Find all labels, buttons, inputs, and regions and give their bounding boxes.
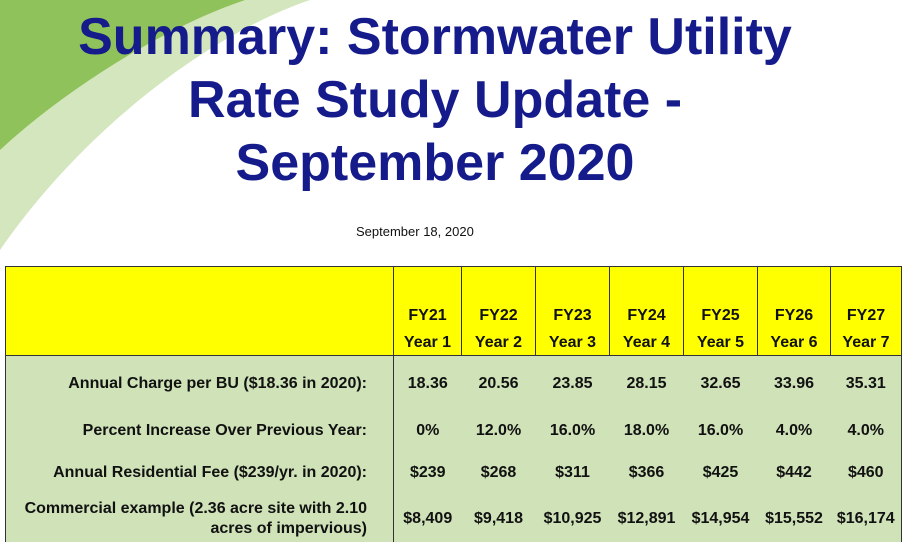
header-row-year: Year 1 Year 2 Year 3 Year 4 Year 5 Year … xyxy=(5,331,902,356)
table-cell: $15,552 xyxy=(757,495,831,542)
table-cell: 28.15 xyxy=(609,355,684,412)
col-fy21: FY21 xyxy=(393,266,462,331)
col-year-6: Year 6 xyxy=(757,331,831,356)
rate-summary-table: FY21 FY22 FY23 FY24 FY25 FY26 FY27 Year … xyxy=(5,266,902,542)
table-cell: $366 xyxy=(609,449,684,496)
col-fy27: FY27 xyxy=(830,266,902,331)
col-year-3: Year 3 xyxy=(535,331,610,356)
table-cell: $311 xyxy=(535,449,610,496)
table-cell: 32.65 xyxy=(683,355,758,412)
table-cell: 33.96 xyxy=(757,355,831,412)
table-cell: $268 xyxy=(461,449,536,496)
table-cell: 18.36 xyxy=(393,355,462,412)
title-line-3: September 2020 xyxy=(235,134,635,192)
table-cell: 12.0% xyxy=(461,411,536,450)
col-year-4: Year 4 xyxy=(609,331,684,356)
table-cell: $14,954 xyxy=(683,495,758,542)
table-cell: $8,409 xyxy=(393,495,462,542)
row-label-percent-increase: Percent Increase Over Previous Year: xyxy=(5,411,394,450)
row-label-residential-fee: Annual Residential Fee ($239/yr. in 2020… xyxy=(5,449,394,496)
col-year-5: Year 5 xyxy=(683,331,758,356)
table-cell: 35.31 xyxy=(830,355,902,412)
col-fy26: FY26 xyxy=(757,266,831,331)
col-fy25: FY25 xyxy=(683,266,758,331)
col-year-7: Year 7 xyxy=(830,331,902,356)
col-fy24: FY24 xyxy=(609,266,684,331)
table-row: Annual Charge per BU ($18.36 in 2020): 1… xyxy=(5,355,902,412)
table-cell: $460 xyxy=(830,449,902,496)
col-fy22: FY22 xyxy=(461,266,536,331)
table-cell: 23.85 xyxy=(535,355,610,412)
header-row-fy: FY21 FY22 FY23 FY24 FY25 FY26 FY27 xyxy=(5,266,902,331)
header-corner-bottom xyxy=(5,331,394,356)
table-row: Percent Increase Over Previous Year: 0% … xyxy=(5,411,902,450)
table-cell: $12,891 xyxy=(609,495,684,542)
table-cell: $425 xyxy=(683,449,758,496)
table-cell: 16.0% xyxy=(535,411,610,450)
table-cell: 16.0% xyxy=(683,411,758,450)
table-cell: 4.0% xyxy=(830,411,902,450)
table-cell: 4.0% xyxy=(757,411,831,450)
col-year-1: Year 1 xyxy=(393,331,462,356)
table-cell: 20.56 xyxy=(461,355,536,412)
title-line-2: Rate Study Update - xyxy=(187,71,683,129)
row-label-annual-charge: Annual Charge per BU ($18.36 in 2020): xyxy=(5,355,394,412)
col-year-2: Year 2 xyxy=(461,331,536,356)
title-line-1: Summary: Stormwater Utility xyxy=(78,8,792,66)
table-cell: 18.0% xyxy=(609,411,684,450)
table-cell: $239 xyxy=(393,449,462,496)
page-title: Summary: Stormwater Utility Rate Study U… xyxy=(0,6,870,195)
table-cell: $9,418 xyxy=(461,495,536,542)
table-row: Commercial example (2.36 acre site with … xyxy=(5,495,902,542)
col-fy23: FY23 xyxy=(535,266,610,331)
date-label: September 18, 2020 xyxy=(356,224,474,239)
header-corner xyxy=(5,266,394,331)
table-cell: $10,925 xyxy=(535,495,610,542)
table-cell: 0% xyxy=(393,411,462,450)
table-cell: $442 xyxy=(757,449,831,496)
row-label-commercial-example: Commercial example (2.36 acre site with … xyxy=(5,495,394,542)
table-row: Annual Residential Fee ($239/yr. in 2020… xyxy=(5,449,902,496)
table-cell: $16,174 xyxy=(830,495,902,542)
